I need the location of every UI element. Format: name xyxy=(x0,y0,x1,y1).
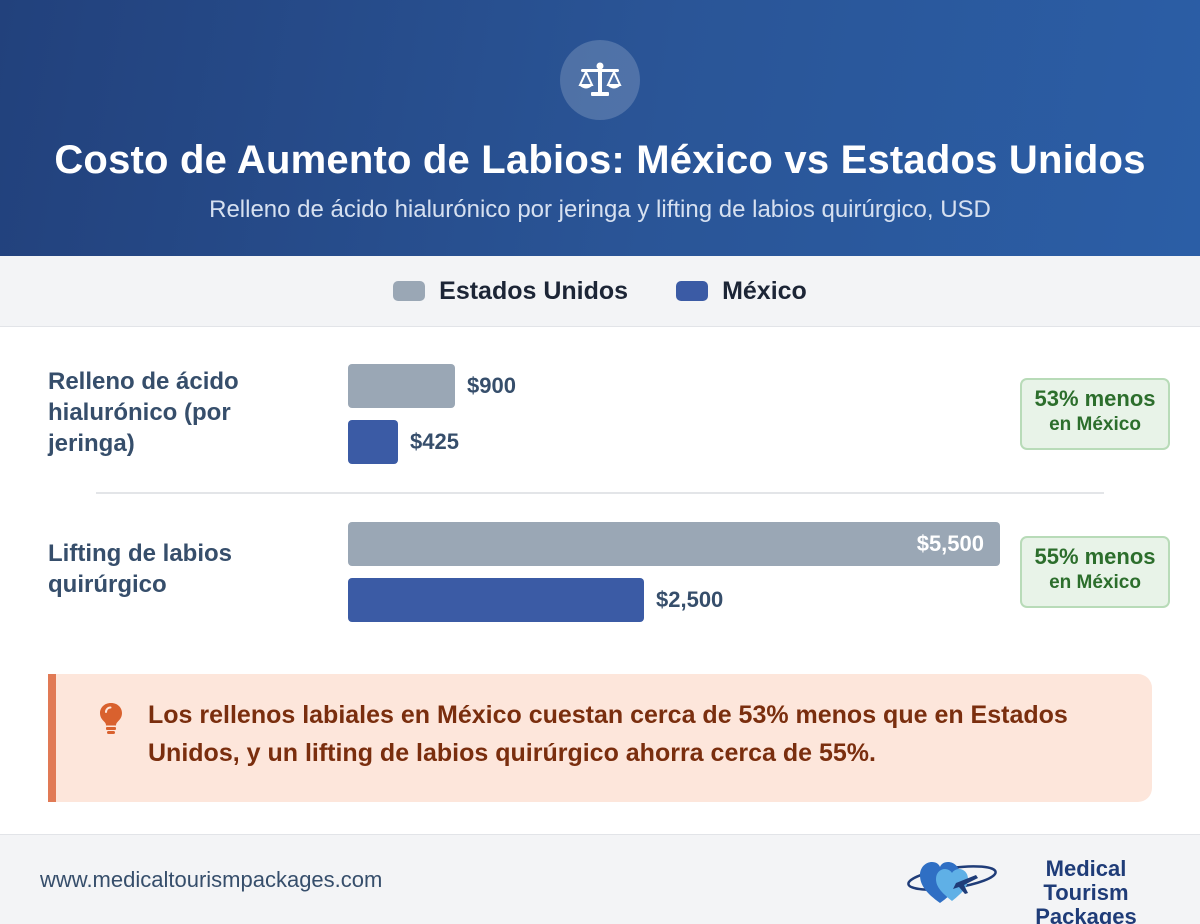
savings-badge-lip-lift: 55% menos en México xyxy=(1020,536,1170,608)
callout-text: Los rellenos labiales en México cuestan … xyxy=(148,701,1068,767)
bar-mexico-filler xyxy=(348,420,398,464)
category-label-filler: Relleno de ácido hialurónico (por jering… xyxy=(48,368,239,457)
row-divider xyxy=(96,492,1104,494)
bar-us-lip-lift xyxy=(348,522,1000,566)
savings-badge-percent: 53% menos xyxy=(1034,386,1156,411)
scale-balance-icon xyxy=(560,40,640,120)
lightbulb-icon xyxy=(96,700,126,736)
brand-logo-line2: Packages xyxy=(1035,904,1137,924)
value-label-mexico-lip-lift: $2,500 xyxy=(656,587,724,612)
legend-label-mexico: México xyxy=(722,276,807,305)
legend-item-mexico: México xyxy=(676,277,807,306)
footer-url-link[interactable]: www.medicaltourismpackages.com xyxy=(40,867,383,892)
bar-us-filler xyxy=(348,364,455,408)
insight-callout: Los rellenos labiales en México cuestan … xyxy=(48,674,1152,802)
legend-label-us: Estados Unidos xyxy=(439,276,629,305)
brand-logo-line1: Medical Tourism xyxy=(1043,856,1129,905)
savings-badge-filler: 53% menos en México xyxy=(1020,378,1170,450)
chart-legend: Estados Unidos México xyxy=(0,256,1200,327)
value-label-mexico-filler: $425 xyxy=(410,429,459,454)
heart-plane-logo-icon xyxy=(907,862,997,903)
footer: www.medicaltourismpackages.com Medical T… xyxy=(0,834,1200,924)
category-label-lip-lift: Lifting de labios quirúrgico xyxy=(48,540,232,598)
savings-badge-caption: en México xyxy=(1049,414,1141,435)
bar-mexico-lip-lift xyxy=(348,578,644,622)
legend-item-us: Estados Unidos xyxy=(393,277,628,306)
brand-logo-text: Medical Tourism Packages xyxy=(1006,857,1166,924)
savings-badge-percent: 55% menos xyxy=(1034,544,1156,569)
page-title: Costo de Aumento de Labios: México vs Es… xyxy=(54,138,1146,182)
value-label-us-lip-lift: $5,500 xyxy=(916,531,984,556)
legend-swatch-us xyxy=(393,281,426,301)
brand-logo: Medical Tourism Packages xyxy=(906,853,1166,924)
header-banner: Costo de Aumento de Labios: México vs Es… xyxy=(0,0,1200,256)
page-subtitle: Relleno de ácido hialurónico por jeringa… xyxy=(209,196,991,223)
value-label-us-filler: $900 xyxy=(467,373,516,398)
savings-badge-caption: en México xyxy=(1049,572,1141,593)
legend-swatch-mexico xyxy=(676,281,709,301)
